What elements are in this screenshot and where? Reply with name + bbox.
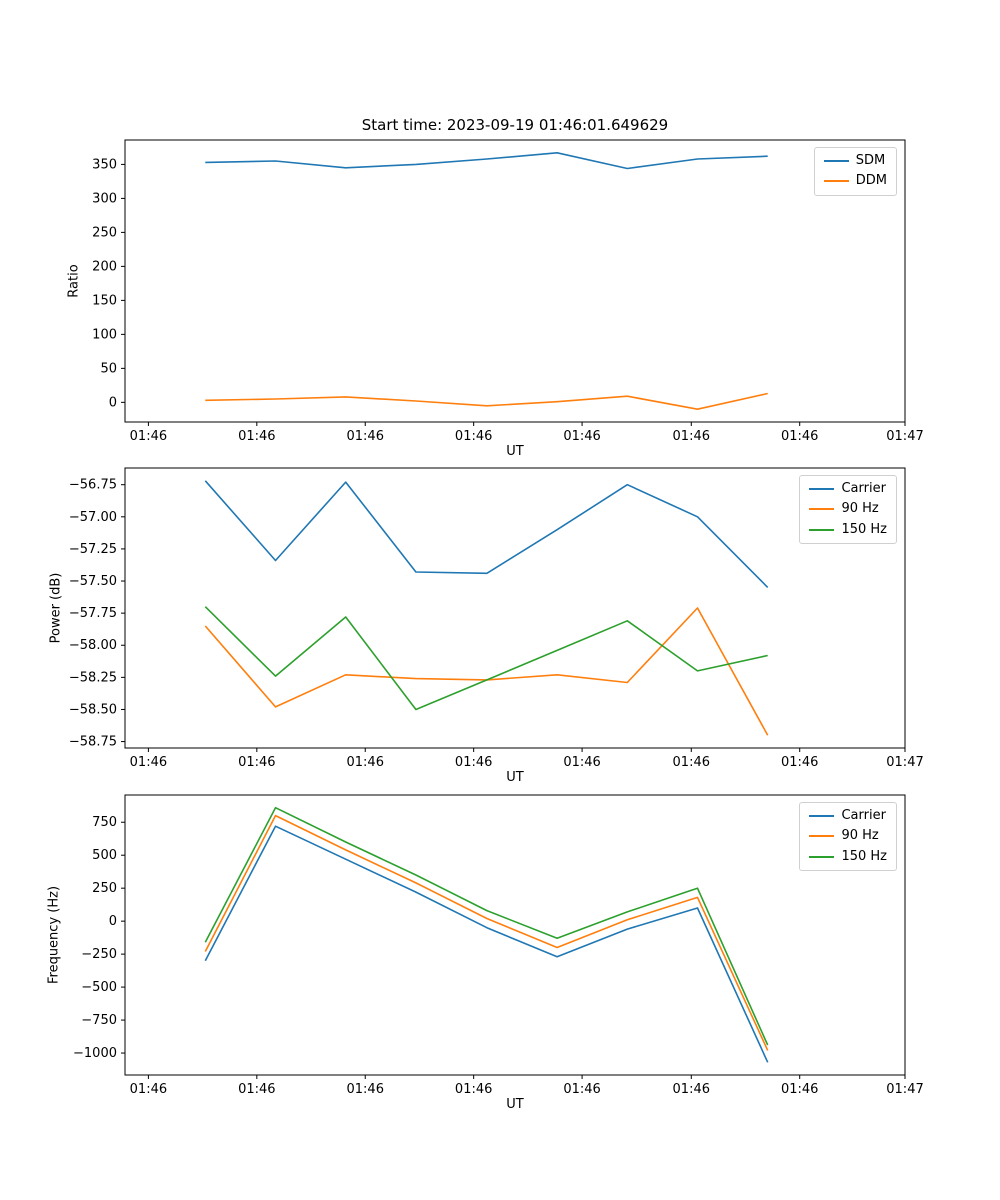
x-tick-label: 01:46 xyxy=(455,1082,492,1097)
legend-line-sample-carrier xyxy=(809,488,835,491)
y-tick-label: −500 xyxy=(81,980,117,995)
x-tick-label: 01:47 xyxy=(886,755,923,770)
y-tick-label: 150 xyxy=(92,293,117,308)
legend-line-sample-ddm xyxy=(823,180,849,183)
legend-label: Carrier xyxy=(841,808,886,823)
series-line-carrier xyxy=(204,825,769,1063)
y-tick-label: 250 xyxy=(92,881,117,896)
legend-line-sample-90-hz xyxy=(809,835,835,838)
x-tick-label: 01:46 xyxy=(130,429,167,444)
legend-item-carrier: Carrier xyxy=(809,481,887,496)
series-line-ddm xyxy=(205,392,768,411)
x-tick-label: 01:46 xyxy=(563,755,600,770)
x-tick-label: 01:46 xyxy=(781,1082,818,1097)
legend-line-sample-90-hz xyxy=(809,508,835,511)
legend-line-sample-sdm xyxy=(823,160,849,163)
legend-line-sample-carrier xyxy=(809,815,835,818)
x-axis-label-ut-middle: UT xyxy=(506,770,524,785)
series-line-sdm xyxy=(205,152,768,170)
y-tick-label: −57.50 xyxy=(69,574,117,589)
series-line-carrier xyxy=(204,480,769,588)
y-axis-label-power: Power (dB) xyxy=(48,572,64,644)
subplot-2: 01:46 01:46 01:46 01:46 01:46 01:46 01:46 01:47… xyxy=(73,794,924,1097)
legend-item-sdm: SDM xyxy=(823,153,887,168)
x-tick-label: 01:46 xyxy=(347,755,384,770)
x-tick-label: 01:46 xyxy=(673,1082,710,1097)
y-tick-label: −57.25 xyxy=(69,542,117,557)
chart-title: Start time: 2023-09-19 01:46:01.649629 xyxy=(361,116,669,134)
legend-label: DDM xyxy=(855,173,887,189)
y-tick-label: 300 xyxy=(92,191,117,206)
legend-line-sample-150-hz xyxy=(809,855,835,858)
series-line-90-hz xyxy=(204,607,769,736)
legend-item-90-hz: 90 Hz xyxy=(809,828,887,844)
x-tick-label: 01:46 xyxy=(673,429,710,444)
y-tick-label: −57.00 xyxy=(69,510,117,525)
y-tick-label: −58.00 xyxy=(69,638,117,653)
x-tick-label: 01:46 xyxy=(455,755,492,770)
x-tick-label: 01:46 xyxy=(238,429,275,444)
axes-frame xyxy=(124,139,906,423)
y-tick-label: −56.75 xyxy=(69,478,117,493)
x-tick-label: 01:46 xyxy=(455,429,492,444)
x-tick-label: 01:46 xyxy=(781,755,818,770)
y-tick-label: 100 xyxy=(92,327,117,342)
y-tick-label: 0 xyxy=(109,914,117,929)
y-tick-label: 50 xyxy=(100,361,117,376)
y-tick-label: −750 xyxy=(81,1013,117,1028)
legend-frequency: Carrier 90 Hz 150 Hz xyxy=(799,802,897,871)
legend-label: Carrier xyxy=(841,481,886,496)
x-tick-label: 01:47 xyxy=(886,1082,923,1097)
y-tick-label: 200 xyxy=(92,259,117,274)
y-tick-label: −57.75 xyxy=(69,606,117,621)
legend-item-150-hz: 150 Hz xyxy=(809,848,887,864)
x-axis-label-ut-top: UT xyxy=(506,444,524,459)
subplot-1: 01:46 01:46 01:46 01:46 01:46 01:46 01:46 01:47… xyxy=(69,467,924,770)
series-line-150-hz xyxy=(204,606,768,711)
x-tick-label: 01:46 xyxy=(130,1082,167,1097)
x-tick-label: 01:46 xyxy=(563,429,600,444)
x-tick-label: 01:46 xyxy=(130,755,167,770)
y-tick-label: −58.25 xyxy=(69,670,117,685)
x-tick-label: 01:46 xyxy=(347,429,384,444)
y-tick-label: 0 xyxy=(109,395,117,410)
legend-item-ddm: DDM xyxy=(823,173,887,189)
y-tick-label: −58.75 xyxy=(69,735,117,750)
subplot-0: 01:46 01:46 01:46 01:46 01:46 01:46 01:46 01:47… xyxy=(92,139,924,444)
x-tick-label: 01:46 xyxy=(347,1082,384,1097)
y-tick-label: 500 xyxy=(92,848,117,863)
x-tick-label: 01:46 xyxy=(673,755,710,770)
legend-label: 150 Hz xyxy=(841,521,887,537)
y-tick-label: 350 xyxy=(92,157,117,172)
y-tick-label: 250 xyxy=(92,225,117,240)
x-tick-label: 01:47 xyxy=(886,429,923,444)
y-tick-label: −250 xyxy=(81,947,117,962)
x-tick-label: 01:46 xyxy=(781,429,818,444)
x-axis-label-ut-bottom: UT xyxy=(506,1097,524,1112)
y-axis-label-frequency: Frequency (Hz) xyxy=(46,885,62,985)
legend-power: Carrier 90 Hz 150 Hz xyxy=(799,475,897,544)
series-line-90-hz xyxy=(204,814,769,1051)
y-tick-label: −58.50 xyxy=(69,702,117,717)
legend-label: 150 Hz xyxy=(841,848,887,864)
axes-frame xyxy=(124,467,906,749)
legend-item-90-hz: 90 Hz xyxy=(809,501,887,517)
y-tick-label: 750 xyxy=(92,815,117,830)
legend-label: 90 Hz xyxy=(841,828,879,844)
series-line-150-hz xyxy=(204,806,769,1046)
y-tick-label: −1000 xyxy=(73,1046,117,1061)
legend-line-sample-150-hz xyxy=(809,528,835,531)
legend-item-150-hz: 150 Hz xyxy=(809,521,887,537)
legend-label: SDM xyxy=(855,153,886,168)
legend-item-carrier: Carrier xyxy=(809,808,887,823)
x-tick-label: 01:46 xyxy=(238,1082,275,1097)
axes-frame xyxy=(124,794,906,1076)
x-tick-label: 01:46 xyxy=(563,1082,600,1097)
legend-label: 90 Hz xyxy=(841,501,879,517)
legend-ratio: SDM DDM xyxy=(813,147,897,196)
x-tick-label: 01:46 xyxy=(238,755,275,770)
y-axis-label-ratio: Ratio xyxy=(66,264,82,298)
